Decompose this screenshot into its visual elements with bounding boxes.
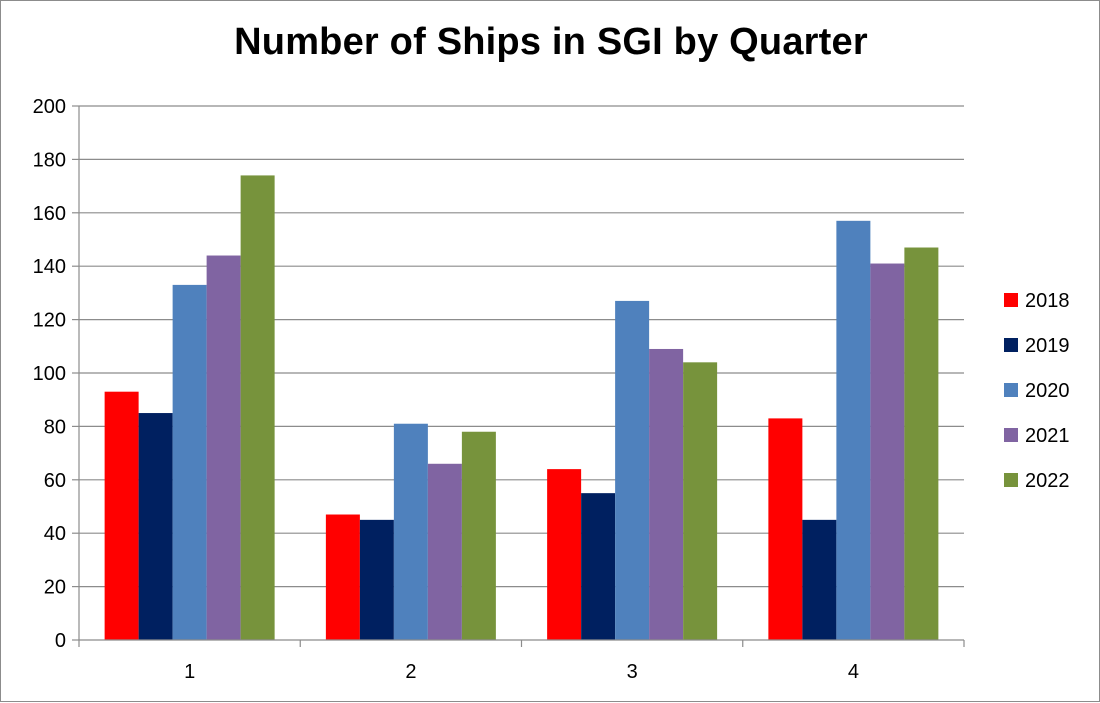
legend-label-2018: 2018 bbox=[1025, 290, 1070, 312]
legend-label-2019: 2019 bbox=[1025, 335, 1070, 357]
bar-2022-q1 bbox=[240, 175, 275, 641]
bar-2020-q4 bbox=[836, 220, 871, 640]
x-tick-label: 2 bbox=[405, 661, 416, 683]
chart-title: Number of Ships in SGI by Quarter bbox=[234, 21, 868, 63]
y-tick-label: 20 bbox=[44, 577, 66, 599]
bar-2020-q1 bbox=[172, 284, 207, 640]
y-tick-label: 200 bbox=[33, 96, 66, 118]
y-tick-label: 140 bbox=[33, 256, 66, 278]
bar-2019-q1 bbox=[138, 413, 173, 640]
y-tick-label: 80 bbox=[44, 416, 66, 438]
bar-2022-q4 bbox=[904, 247, 939, 640]
bar-2022-q2 bbox=[461, 431, 496, 640]
legend-swatch-2018 bbox=[1004, 293, 1018, 307]
y-tick-label: 180 bbox=[33, 149, 66, 171]
bar-2021-q4 bbox=[870, 263, 905, 640]
bar-2018-q3 bbox=[547, 469, 582, 640]
bar-2018-q4 bbox=[768, 418, 803, 640]
bar-2019-q2 bbox=[359, 519, 394, 640]
legend-swatch-2022 bbox=[1004, 473, 1018, 487]
legend-swatch-2021 bbox=[1004, 428, 1018, 442]
bar-2019-q4 bbox=[802, 519, 837, 640]
bar-2018-q2 bbox=[325, 514, 360, 640]
y-tick-label: 160 bbox=[33, 203, 66, 225]
y-tick-label: 0 bbox=[55, 630, 66, 652]
bar-2020-q2 bbox=[393, 423, 428, 640]
bar-2021-q1 bbox=[206, 255, 241, 640]
x-tick-label: 4 bbox=[848, 661, 859, 683]
legend-label-2021: 2021 bbox=[1025, 425, 1070, 447]
bar-2022-q3 bbox=[683, 362, 718, 640]
bar-2021-q2 bbox=[427, 463, 462, 640]
x-tick-label: 3 bbox=[627, 661, 638, 683]
bar-2019-q3 bbox=[581, 493, 616, 640]
legend-label-2022: 2022 bbox=[1025, 470, 1070, 492]
legend-swatch-2019 bbox=[1004, 338, 1018, 352]
bar-2018-q1 bbox=[104, 391, 139, 640]
y-tick-label: 40 bbox=[44, 523, 66, 545]
y-tick-label: 60 bbox=[44, 470, 66, 492]
legend-swatch-2020 bbox=[1004, 383, 1018, 397]
x-tick-label: 1 bbox=[184, 661, 195, 683]
legend-label-2020: 2020 bbox=[1025, 380, 1070, 402]
bar-2021-q3 bbox=[649, 348, 684, 640]
bar-2020-q3 bbox=[615, 300, 650, 640]
y-tick-label: 100 bbox=[33, 363, 66, 385]
y-tick-label: 120 bbox=[33, 310, 66, 332]
